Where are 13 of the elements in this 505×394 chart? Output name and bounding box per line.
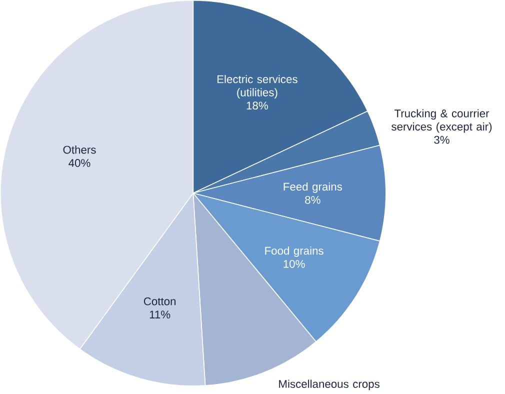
slice-label: Trucking & courrier services (except air) xyxy=(392,109,492,134)
data-label: 3% xyxy=(434,136,450,144)
data-label: 18% xyxy=(246,102,268,110)
data-label: 10% xyxy=(284,260,305,268)
slice-label: Miscellaneous crops xyxy=(279,380,380,390)
slice-label: Cotton xyxy=(144,298,176,306)
slice-label: Feed grains xyxy=(284,182,342,194)
data-label: 8% xyxy=(305,196,320,204)
slice-label: Others xyxy=(63,146,96,154)
data-label: 40% xyxy=(68,159,90,168)
slice-label: Electric services (utilities) xyxy=(218,75,298,99)
slice-label: Food grains xyxy=(265,246,324,258)
data-label: 11% xyxy=(150,310,170,319)
